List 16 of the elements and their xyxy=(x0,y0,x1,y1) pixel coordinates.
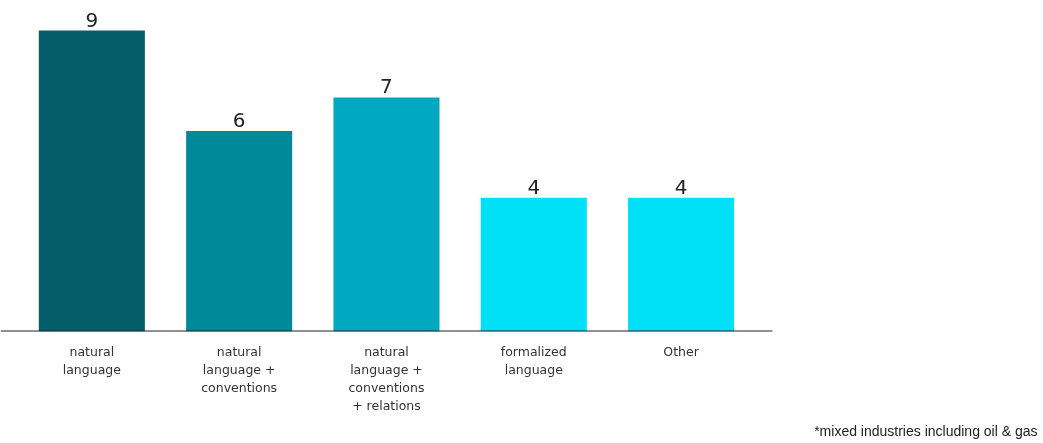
x-tick-label: Other xyxy=(663,343,700,359)
bar xyxy=(480,197,587,332)
x-tick-label: natural language xyxy=(62,343,122,377)
data-label: 4 xyxy=(527,174,541,199)
bar xyxy=(628,197,735,332)
text: *mixed industries including oil & gas xyxy=(814,422,1038,439)
bar xyxy=(38,30,145,332)
data-label: 4 xyxy=(674,174,688,199)
data-label: 7 xyxy=(380,74,393,99)
x-tick-label: natural language + conventions + relations xyxy=(348,343,425,413)
data-label: 9 xyxy=(85,7,99,32)
bar xyxy=(333,97,440,332)
data-label: 6 xyxy=(232,107,246,132)
x-tick-label: formalized language xyxy=(500,343,567,377)
bar xyxy=(186,130,293,332)
x-tick-label: natural language + conventions xyxy=(201,343,278,395)
